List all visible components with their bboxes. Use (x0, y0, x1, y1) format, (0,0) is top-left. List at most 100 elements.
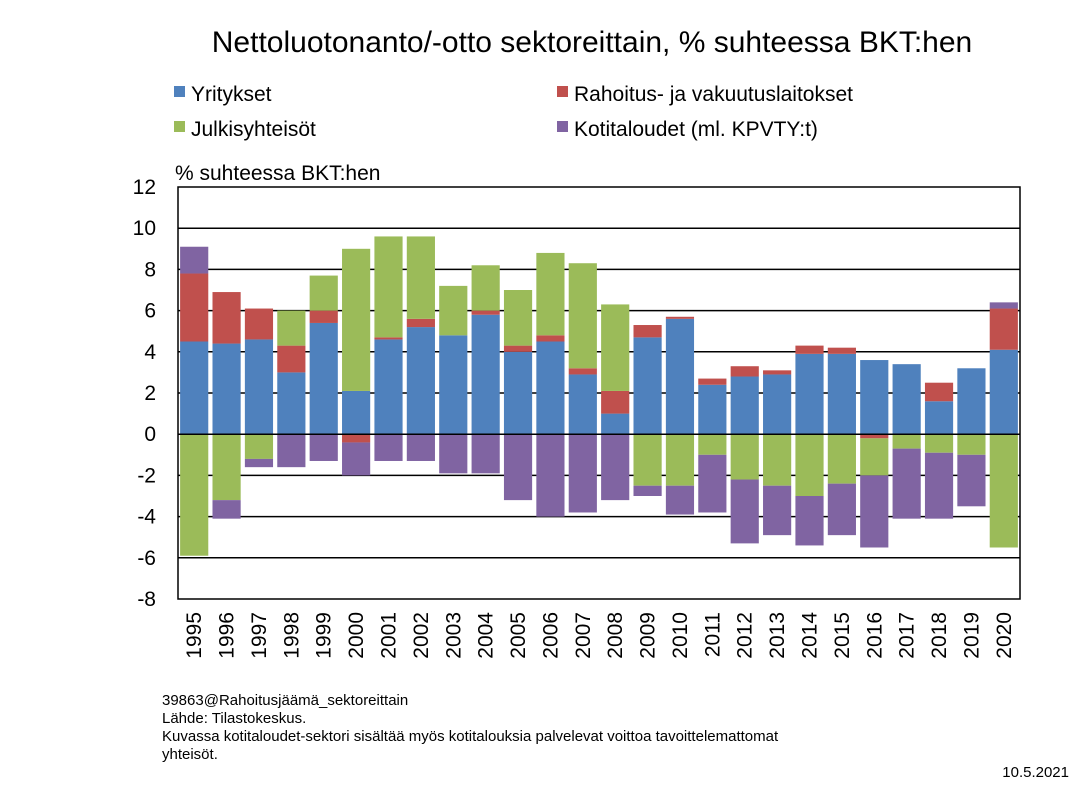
bar-segment-2011-s3 (698, 454, 727, 513)
y-tick-label: -4 (137, 506, 156, 529)
bar-segment-2010-s2 (665, 434, 695, 486)
y-tick-label: -2 (137, 464, 156, 487)
bar-segment-2005-s0 (503, 351, 533, 435)
bar-segment-2009-s0 (633, 337, 662, 435)
bar-segment-1997-s3 (244, 458, 274, 468)
bar-segment-2012-s2 (730, 434, 759, 480)
x-tick-label: 2004 (475, 612, 498, 659)
bar-segment-2004-s2 (471, 265, 500, 311)
legend-item-julkisyhteisot: Julkisyhteisöt (174, 118, 316, 141)
bar-segment-1995-s1 (180, 273, 209, 342)
bar-segment-2013-s2 (763, 434, 792, 486)
bar-segment-2019-s2 (957, 434, 986, 455)
bar-segment-2006-s2 (536, 252, 565, 336)
bar-segment-1998-s2 (277, 310, 306, 346)
y-tick-label: -8 (137, 588, 156, 611)
bar-segment-2006-s0 (536, 341, 565, 435)
bar-segment-1997-s1 (244, 308, 274, 340)
x-tick-label: 1996 (216, 612, 239, 659)
bar-segment-2002-s2 (406, 236, 435, 319)
x-tick-label: 1995 (183, 612, 206, 659)
bar-segment-1998-s0 (277, 372, 306, 435)
bars (180, 236, 1018, 556)
bar-segment-2010-s1 (665, 316, 695, 319)
legend-item-kotitaloudet: Kotitaloudet (ml. KPVTY:t) (557, 118, 818, 141)
bar-segment-1995-s0 (180, 341, 209, 435)
bar-segment-2004-s1 (471, 310, 500, 315)
bar-segment-2006-s3 (536, 434, 565, 517)
x-tick-label: 1998 (280, 612, 303, 659)
bar-segment-1999-s1 (309, 310, 338, 323)
footer-date: 10.5.2021 (1002, 764, 1069, 781)
y-tick-label: 0 (144, 423, 156, 446)
x-tick-label: 2011 (701, 612, 724, 657)
bar-segment-2014-s1 (795, 345, 824, 354)
bar-segment-2015-s3 (827, 483, 856, 536)
bar-segment-2007-s3 (568, 434, 597, 513)
bar-segment-2008-s1 (601, 390, 630, 414)
footer-source: Lähde: Tilastokeskus. (162, 710, 307, 727)
y-tick-label: 10 (133, 217, 156, 240)
x-tick-label: 2010 (669, 612, 692, 659)
footer-note-cont: yhteisöt. (162, 746, 218, 763)
bar-segment-1997-s2 (244, 434, 274, 459)
y-tick-label: 12 (133, 176, 156, 199)
bar-segment-2001-s2 (374, 236, 403, 338)
bar-segment-2004-s0 (471, 314, 500, 435)
legend-label-rahoitus: Rahoitus- ja vakuutuslaitokset (574, 83, 853, 106)
bar-segment-2008-s3 (601, 434, 630, 501)
bar-segment-2019-s0 (957, 368, 986, 435)
bar-segment-2017-s3 (892, 448, 921, 519)
bar-segment-2012-s1 (730, 366, 759, 377)
bar-segment-2001-s3 (374, 434, 403, 461)
x-tick-labels: 1995 1996 1997 1998 1999 2000 2001 2002 2003 2004… (183, 612, 1016, 659)
bar-segment-2018-s2 (924, 434, 954, 453)
legend-label-kotitaloudet: Kotitaloudet (ml. KPVTY:t) (574, 118, 818, 141)
y-tick-label: 8 (144, 258, 156, 281)
bar-segment-2003-s3 (439, 434, 468, 474)
x-tick-label: 2017 (896, 612, 919, 659)
bar-segment-2011-s0 (698, 384, 727, 435)
bar-segment-2005-s2 (503, 290, 533, 346)
x-tick-label: 2009 (637, 612, 660, 659)
x-tick-label: 2019 (960, 612, 983, 659)
bar-segment-2008-s0 (601, 413, 630, 435)
bar-segment-2016-s3 (860, 475, 889, 548)
bar-segment-2002-s1 (406, 318, 435, 328)
bar-segment-1999-s3 (309, 434, 338, 461)
legend-swatch-rahoitus (557, 86, 568, 97)
bar-segment-1997-s0 (244, 339, 274, 435)
bar-segment-2014-s3 (795, 496, 824, 546)
y-axis-label: % suhteessa BKT:hen (175, 162, 380, 185)
bar-segment-2011-s2 (698, 434, 727, 455)
x-tick-label: 2018 (928, 612, 951, 659)
bar-segment-2009-s2 (633, 434, 662, 486)
bar-segment-2014-s2 (795, 434, 824, 496)
bar-segment-2002-s0 (406, 327, 435, 435)
x-tick-label: 1997 (248, 612, 271, 659)
bar-segment-2005-s3 (503, 434, 533, 501)
x-tick-label: 2001 (378, 612, 401, 659)
bar-segment-2001-s1 (374, 337, 403, 340)
x-tick-label: 2014 (799, 612, 822, 659)
bar-segment-1998-s3 (277, 434, 306, 468)
bar-segment-2009-s3 (633, 485, 662, 496)
bar-segment-1996-s2 (212, 434, 241, 501)
y-tick-labels: 12 10 8 6 4 2 0 -2 -4 -6 -8 (133, 176, 157, 611)
x-tick-label: 1999 (313, 612, 336, 659)
bar-segment-2017-s0 (892, 364, 921, 435)
legend-swatch-kotitaloudet (557, 121, 568, 132)
legend-label-julkisyhteisot: Julkisyhteisöt (191, 118, 316, 141)
x-tick-label: 2006 (539, 612, 562, 659)
bar-segment-2020-s3 (989, 302, 1018, 309)
bar-segment-2013-s1 (763, 370, 792, 375)
bar-segment-1996-s0 (212, 343, 241, 435)
bar-segment-1999-s0 (309, 322, 338, 435)
footer-source-id: 39863@Rahoitusjäämä_sektoreittain (162, 692, 409, 709)
bar-segment-2018-s0 (924, 401, 954, 435)
bar-segment-2013-s0 (763, 374, 792, 435)
bar-segment-2012-s0 (730, 376, 759, 435)
bar-segment-2000-s2 (342, 248, 371, 391)
bar-segment-2015-s1 (827, 347, 856, 354)
bar-segment-2000-s3 (342, 442, 371, 476)
